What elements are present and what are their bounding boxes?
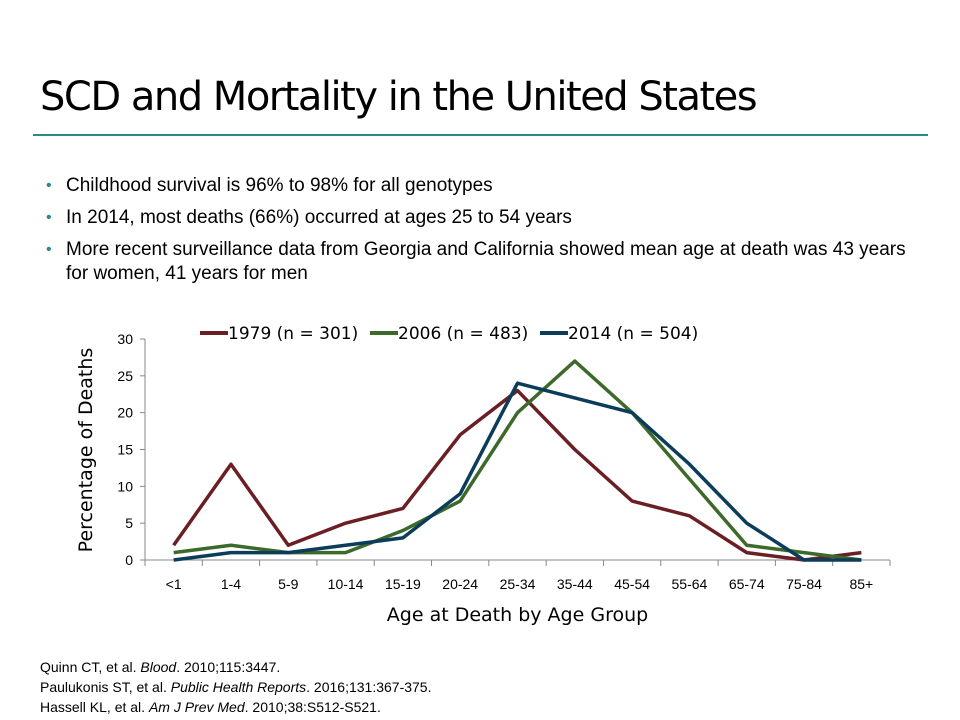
- reference: Hassell KL, et al. Am J Prev Med. 2010;3…: [40, 699, 381, 715]
- series-line-1979: [172, 388, 862, 562]
- y-tick-label: 25: [117, 368, 133, 384]
- reference: Quinn CT, et al. Blood. 2010;115:3447.: [40, 659, 281, 675]
- bullet-list: • Childhood survival is 96% to 98% for al…: [46, 174, 926, 294]
- x-tick-label: 25-34: [500, 576, 536, 592]
- slide-title: SCD and Mortality in the United States: [40, 74, 758, 120]
- reference: Paulukonis ST, et al. Public Health Repo…: [40, 679, 432, 695]
- x-tick-label: 15-19: [385, 576, 421, 592]
- legend-label: 2014 (n = 504): [568, 324, 698, 344]
- references: Quinn CT, et al. Blood. 2010;115:3447. P…: [40, 657, 432, 717]
- y-tick-label: 5: [125, 515, 133, 531]
- bullet-item: • More recent surveillance data from Geor…: [46, 238, 926, 286]
- bullet-text: Childhood survival is 96% to 98% for all…: [66, 175, 493, 196]
- bullet-text: More recent surveillance data from Georg…: [66, 239, 906, 284]
- x-axis-label: Age at Death by Age Group: [387, 604, 648, 626]
- bullet-icon: •: [46, 177, 52, 194]
- y-tick-label: 30: [117, 331, 133, 347]
- series-line-2014: [173, 381, 862, 562]
- bullet-icon: •: [46, 241, 52, 258]
- x-tick-label: 10-14: [328, 576, 364, 592]
- x-tick-label: 35-44: [557, 576, 593, 592]
- y-tick-label: 10: [117, 478, 133, 494]
- bullet-item: • In 2014, most deaths (66%) occurred at …: [46, 206, 926, 230]
- y-axis-label: Percentage of Deaths: [75, 348, 97, 553]
- x-tick-label: 1-4: [221, 576, 241, 592]
- x-tick-label: 55-64: [672, 576, 708, 592]
- x-tick-label: 45-54: [614, 576, 650, 592]
- y-tick-label: 0: [125, 552, 133, 568]
- legend-label: 1979 (n = 301): [228, 324, 358, 344]
- bullet-icon: •: [46, 209, 52, 226]
- bullet-item: • Childhood survival is 96% to 98% for al…: [46, 174, 926, 198]
- x-tick-label: 65-74: [729, 576, 765, 592]
- x-tick-label: 20-24: [442, 576, 478, 592]
- title-divider: [33, 134, 928, 136]
- y-tick-label: 20: [117, 405, 133, 421]
- bullet-text: In 2014, most deaths (66%) occurred at a…: [66, 207, 572, 228]
- x-tick-label: 85+: [849, 576, 873, 592]
- legend-label: 2006 (n = 483): [398, 324, 528, 344]
- x-tick-label: <1: [166, 576, 182, 592]
- x-tick-label: 75-84: [786, 576, 822, 592]
- y-tick-label: 15: [117, 442, 133, 458]
- x-tick-label: 5-9: [278, 576, 298, 592]
